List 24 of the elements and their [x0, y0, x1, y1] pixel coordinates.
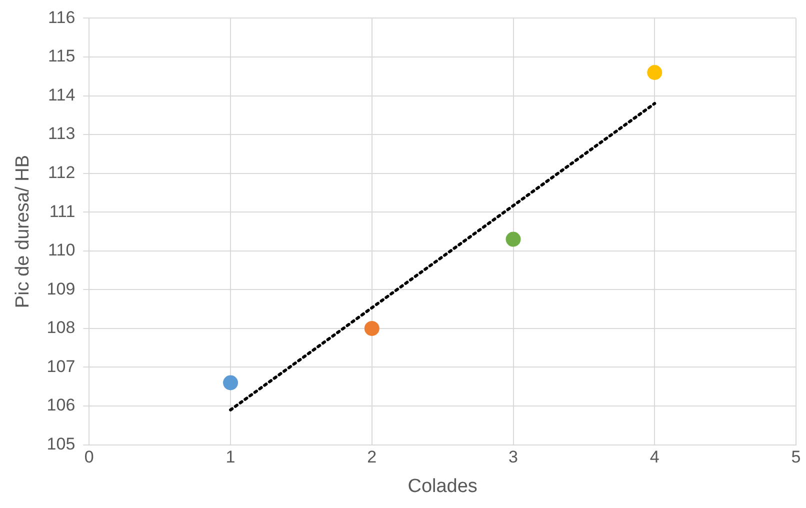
y-tick-label: 115 — [48, 46, 76, 66]
point — [364, 320, 380, 336]
y-tick-label: 106 — [46, 396, 76, 415]
point — [506, 232, 521, 247]
y-tick-label: 107 — [46, 356, 76, 376]
x-tick-label: 5 — [791, 448, 801, 467]
point — [223, 375, 238, 390]
y-tick-label: 105 — [46, 434, 76, 454]
x-tick-label: 2 — [367, 448, 377, 467]
x-tick-label: 0 — [84, 448, 94, 467]
y-axis-title: Pic de duresa/ HB — [12, 154, 34, 308]
y-tick-label: 109 — [46, 279, 76, 298]
x-axis-title: Colades — [408, 476, 478, 497]
x-tick-label: 3 — [508, 448, 518, 467]
y-tick-label: 116 — [48, 8, 76, 27]
x-tick-label: 4 — [650, 448, 660, 467]
y-tick-label: 114 — [48, 85, 76, 104]
y-tick-label: 110 — [48, 240, 76, 260]
x-tick-label: 1 — [226, 448, 236, 467]
y-tick-label: 113 — [48, 124, 76, 144]
y-tick-label: 111 — [49, 202, 76, 221]
point — [647, 64, 662, 80]
y-tick-label: 108 — [46, 318, 76, 338]
y-tick-label: 112 — [48, 163, 76, 182]
